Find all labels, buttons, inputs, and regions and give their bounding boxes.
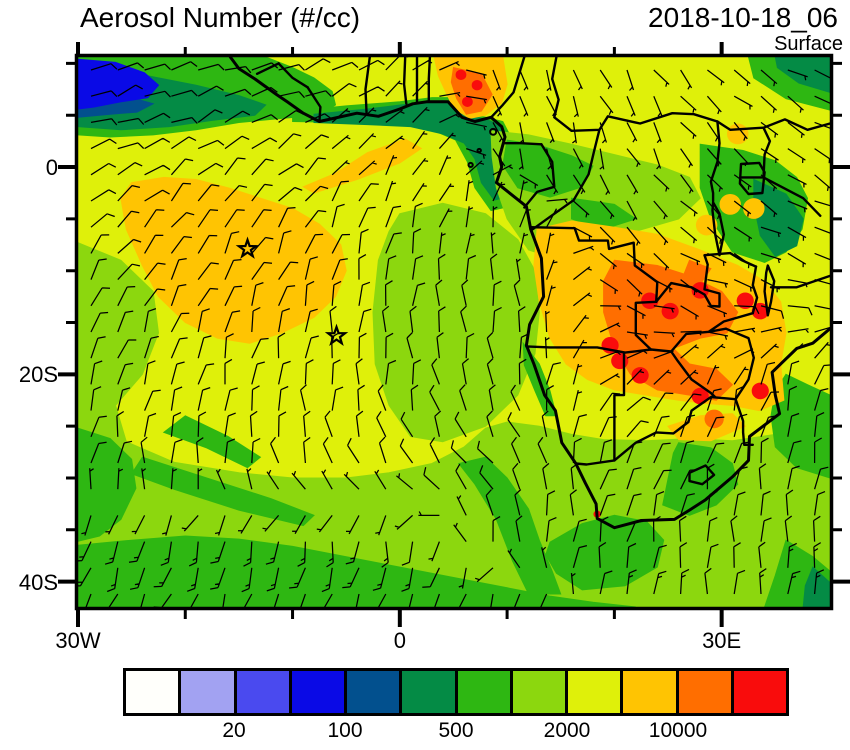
island-principe xyxy=(476,147,482,154)
red-hotspots-southern-africa xyxy=(611,352,629,370)
country-border-20 xyxy=(724,327,755,401)
plot-level-label: Surface xyxy=(774,33,843,55)
country-border-16 xyxy=(574,459,616,466)
red-hotspots-southern-africa xyxy=(736,292,754,310)
red-hotspots-nigeria xyxy=(462,96,473,107)
axis-ticks xyxy=(58,42,850,627)
colorbar-label-2000: 2000 xyxy=(543,719,591,742)
country-border-17 xyxy=(613,395,737,462)
outline-lake-tanganyika xyxy=(711,201,725,257)
island-sao-tome xyxy=(467,161,474,169)
star-st-helena xyxy=(324,323,349,347)
major-ticks xyxy=(58,42,850,627)
island-star-markers xyxy=(235,236,349,347)
region-congo-green-core-b xyxy=(571,197,637,230)
colorbar-label-500: 500 xyxy=(438,719,474,742)
y-axis-label-40S: 40S xyxy=(18,569,58,595)
wind-barb-field xyxy=(78,57,830,607)
colorbar-cell-50-100 xyxy=(291,671,347,713)
gold-spots-lake-victoria-area xyxy=(719,194,741,215)
colorbar-cell-2000-5000 xyxy=(568,671,624,713)
x-axis-label-0: 0 xyxy=(393,628,406,653)
outline-lake-victoria xyxy=(738,161,766,196)
country-border-21 xyxy=(734,398,754,446)
colorbar-cell-10 xyxy=(126,671,182,713)
gold-spots-lake-victoria-area xyxy=(695,214,718,236)
colorbar-cell-100-200 xyxy=(347,671,403,713)
colorbar xyxy=(123,668,789,716)
outline-lake-malawi xyxy=(763,264,776,317)
africa-coastline xyxy=(228,57,830,530)
country-border-0 xyxy=(427,57,432,102)
minor-ticks xyxy=(66,47,842,619)
red-hotspots-southern-africa xyxy=(631,367,649,384)
colorbar-cell-20-50 xyxy=(236,671,292,713)
region-limpopo-gold xyxy=(667,413,747,442)
country-border-3 xyxy=(364,57,371,116)
colorbar-cell-20000 xyxy=(733,671,786,713)
country-border-19 xyxy=(670,327,728,353)
red-hotspots-southern-africa xyxy=(661,302,679,320)
colorbar-label-10000: 10000 xyxy=(648,719,708,742)
colorbar-cell-10-20 xyxy=(181,671,237,713)
wind-barbs xyxy=(78,57,830,607)
red-hotspots-nigeria xyxy=(471,80,483,91)
country-border-26 xyxy=(769,274,830,289)
country-border-13 xyxy=(634,300,658,351)
colorbar-cell-200-500 xyxy=(402,671,458,713)
country-border-24 xyxy=(751,265,759,315)
colorbar-label-100: 100 xyxy=(327,719,363,742)
country-border-27 xyxy=(762,176,822,217)
country-border-29 xyxy=(762,126,772,179)
colorbar-cell-5000-10000 xyxy=(623,671,679,713)
x-axis-label-30W: 30W xyxy=(55,628,101,653)
region-sw-green-streak-a xyxy=(130,456,315,527)
x-axis-label-30E: 30E xyxy=(702,628,742,653)
plot-datetime: 2018-10-18_06 xyxy=(648,2,838,33)
region-se-corner-seagreen xyxy=(802,566,830,607)
coastlines-and-borders xyxy=(228,57,830,530)
region-south-atlantic-front-band xyxy=(457,456,562,595)
country-border-8 xyxy=(551,57,830,132)
region-sw-edge-green-band xyxy=(78,427,137,542)
country-border-12 xyxy=(529,226,659,303)
y-axis-label-20S: 20S xyxy=(18,362,58,388)
island-bioko xyxy=(489,127,498,136)
orange-spot-limpopo xyxy=(704,409,724,429)
star-ascension-island xyxy=(235,236,260,259)
region-plume-arm-toward-guinea xyxy=(302,138,423,194)
map-frame xyxy=(74,53,834,611)
country-border-9 xyxy=(503,142,543,146)
country-border-25 xyxy=(707,312,754,333)
outline-lesotho xyxy=(688,464,716,486)
region-orange-blob-ne xyxy=(683,259,712,282)
red-hotspots-southern-africa xyxy=(751,382,769,400)
country-border-2 xyxy=(402,57,408,105)
red-hotspots-southern-africa xyxy=(641,292,659,310)
y-axis-label-0: 0 xyxy=(45,155,58,181)
plot-title: Aerosol Number (#/cc) xyxy=(80,2,361,33)
red-hotspots-nigeria xyxy=(455,69,467,81)
colorbar-cell-500-1000 xyxy=(457,671,513,713)
region-nw-corner-blue-low xyxy=(78,58,160,110)
country-border-15 xyxy=(613,352,626,462)
colorbar-label-20: 20 xyxy=(222,719,246,742)
country-border-7 xyxy=(490,57,526,118)
country-border-22 xyxy=(655,251,732,308)
colorbar-cell-1000-2000 xyxy=(512,671,568,713)
country-border-23 xyxy=(729,251,758,268)
region-sw-green-streak-b xyxy=(162,415,262,469)
colorbar-cell-10000-20000 xyxy=(678,671,734,713)
